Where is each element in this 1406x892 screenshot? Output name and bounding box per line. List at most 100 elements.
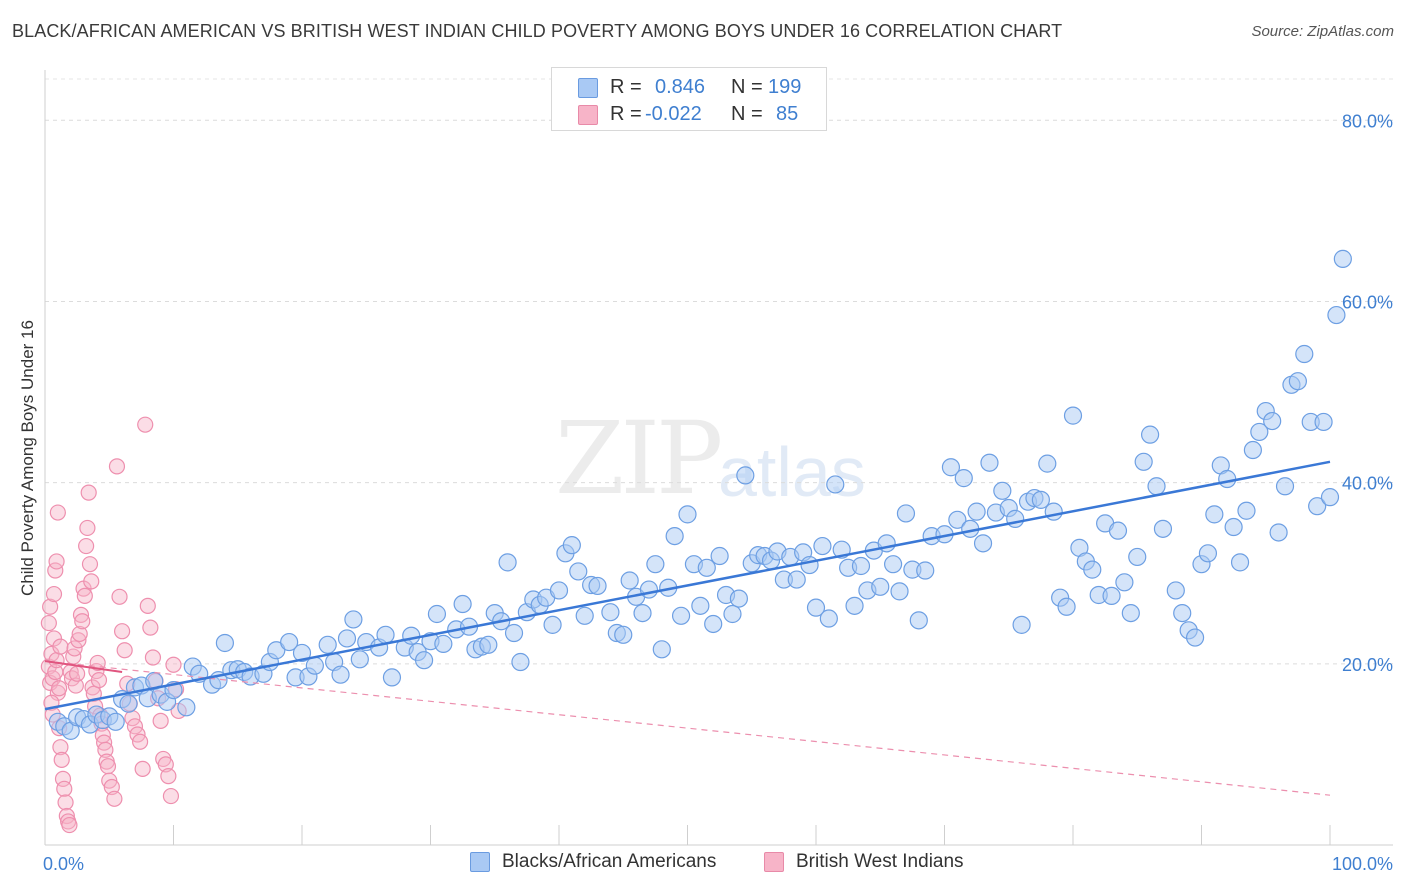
data-point-british-west-indians xyxy=(40,614,57,632)
data-point-british-west-indians xyxy=(152,712,169,729)
stats-row-british: R = -0.022 N = 85 xyxy=(552,100,826,128)
data-point-blacks-african-americans xyxy=(967,502,986,521)
data-point-blacks-african-americans xyxy=(498,553,517,572)
data-point-blacks-african-americans xyxy=(1224,517,1243,537)
data-point-british-west-indians xyxy=(139,597,156,614)
data-point-blacks-african-americans xyxy=(1102,586,1121,605)
data-point-blacks-african-americans xyxy=(973,534,993,553)
data-point-blacks-african-americans xyxy=(344,610,363,629)
data-point-blacks-african-americans xyxy=(729,589,749,608)
data-point-british-west-indians xyxy=(48,652,65,669)
data-point-british-west-indians xyxy=(81,556,99,573)
data-point-blacks-african-americans xyxy=(1173,603,1192,623)
legend-label: British West Indians xyxy=(796,851,964,872)
data-point-blacks-african-americans xyxy=(1063,406,1083,425)
data-point-blacks-african-americans xyxy=(382,668,402,687)
data-point-blacks-african-americans xyxy=(414,651,434,670)
y-tick-label: 20.0% xyxy=(1342,655,1393,675)
data-point-blacks-african-americans xyxy=(813,536,832,556)
data-point-blacks-african-americans xyxy=(1012,615,1031,634)
x-tick-label-min: 0.0% xyxy=(43,854,84,874)
legend-item-british[interactable]: British West Indians xyxy=(764,851,964,873)
data-point-blacks-african-americans xyxy=(639,580,659,599)
data-point-blacks-african-americans xyxy=(826,475,845,494)
stats-swatch-pink xyxy=(578,105,598,125)
data-point-blacks-african-americans xyxy=(678,505,697,524)
data-point-blacks-african-americans xyxy=(883,555,903,574)
data-point-blacks-african-americans xyxy=(1031,490,1050,509)
data-point-blacks-african-americans xyxy=(292,643,312,663)
data-point-blacks-african-americans xyxy=(479,635,498,654)
x-tick-label-max: 100.0% xyxy=(1332,854,1393,874)
data-point-blacks-african-americans xyxy=(1333,249,1352,268)
data-point-blacks-african-americans xyxy=(177,698,196,717)
data-point-blacks-african-americans xyxy=(736,466,755,485)
data-point-blacks-african-americans xyxy=(1185,628,1205,647)
data-point-blacks-african-americans xyxy=(954,469,973,488)
data-point-blacks-african-americans xyxy=(1218,469,1237,489)
data-point-blacks-african-americans xyxy=(1250,422,1269,442)
data-point-british-west-indians xyxy=(83,573,100,590)
n-value: 85 xyxy=(776,102,799,125)
data-point-british-west-indians xyxy=(78,537,95,555)
watermark-zip: ZIP xyxy=(555,400,723,517)
n-label: N = xyxy=(731,75,763,98)
data-point-blacks-african-americans xyxy=(646,555,665,574)
data-point-blacks-african-americans xyxy=(427,604,447,624)
data-point-british-west-indians xyxy=(79,519,96,537)
data-point-british-west-indians xyxy=(61,816,78,834)
data-point-blacks-african-americans xyxy=(896,504,916,523)
data-point-blacks-african-americans xyxy=(350,650,369,669)
data-point-british-west-indians xyxy=(108,458,126,475)
data-point-blacks-african-americans xyxy=(575,606,594,625)
data-point-blacks-african-americans xyxy=(280,632,299,652)
data-point-british-west-indians xyxy=(134,760,151,778)
data-point-blacks-african-americans xyxy=(665,526,684,546)
data-point-blacks-african-americans xyxy=(704,614,723,634)
data-point-blacks-african-americans xyxy=(806,598,826,617)
data-point-blacks-african-americans xyxy=(106,712,125,731)
n-label: N = xyxy=(731,102,763,125)
data-point-blacks-african-americans xyxy=(819,609,838,628)
data-point-blacks-african-americans xyxy=(787,570,806,589)
data-point-blacks-african-americans xyxy=(1327,305,1346,325)
data-point-blacks-african-americans xyxy=(569,562,588,581)
data-point-british-west-indians xyxy=(111,588,128,605)
data-point-british-west-indians xyxy=(65,648,82,665)
data-point-british-west-indians xyxy=(160,768,177,785)
data-point-blacks-african-americans xyxy=(376,625,395,644)
axes xyxy=(44,70,1393,846)
data-point-blacks-african-americans xyxy=(601,603,620,622)
data-point-blacks-african-americans xyxy=(1121,603,1140,623)
data-point-british-west-indians xyxy=(52,739,69,756)
data-point-blacks-african-americans xyxy=(1243,440,1263,460)
y-tick-label: 80.0% xyxy=(1342,111,1393,131)
legend: Blacks/African Americans British West In… xyxy=(0,851,1406,879)
data-point-british-west-indians xyxy=(99,758,117,775)
data-point-blacks-african-americans xyxy=(851,556,871,576)
data-point-blacks-african-americans xyxy=(916,561,935,580)
data-point-british-west-indians xyxy=(113,623,131,640)
data-point-blacks-african-americans xyxy=(890,582,909,601)
legend-item-blacks[interactable]: Blacks/African Americans xyxy=(470,851,716,873)
data-point-british-west-indians xyxy=(56,780,73,797)
data-point-british-west-indians xyxy=(67,677,84,694)
data-point-blacks-african-americans xyxy=(1038,454,1057,473)
data-point-blacks-african-americans xyxy=(511,652,530,672)
stats-box: R = 0.846 N = 199 R = -0.022 N = 85 xyxy=(551,67,827,131)
data-point-british-west-indians xyxy=(66,640,83,657)
n-value: 199 xyxy=(768,75,802,98)
data-point-blacks-african-americans xyxy=(1166,581,1185,600)
data-point-blacks-african-americans xyxy=(1083,560,1102,579)
data-point-blacks-african-americans xyxy=(1314,412,1333,432)
trend-line-british-dashed xyxy=(44,660,1331,796)
data-point-blacks-african-americans xyxy=(1140,425,1160,444)
data-point-blacks-african-americans xyxy=(1198,544,1218,563)
data-point-british-west-indians xyxy=(131,733,149,750)
data-point-blacks-african-americans xyxy=(305,656,324,675)
data-point-blacks-african-americans xyxy=(1275,477,1295,496)
data-point-blacks-african-americans xyxy=(845,596,864,615)
data-point-blacks-african-americans xyxy=(1263,411,1282,431)
data-point-blacks-african-americans xyxy=(1237,501,1256,520)
trend-line-british xyxy=(44,660,123,673)
